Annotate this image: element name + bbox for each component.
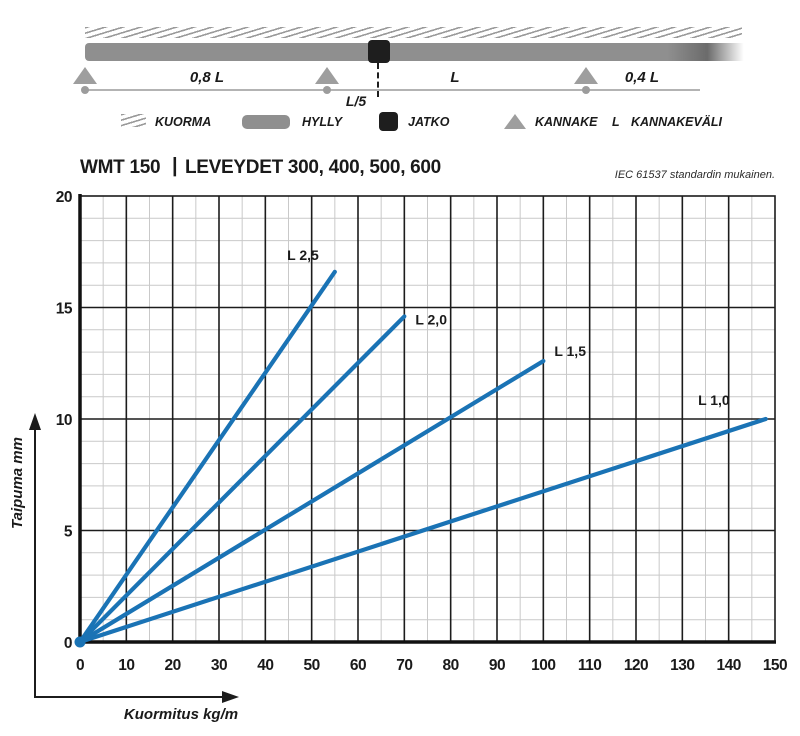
dimension-dot bbox=[81, 86, 89, 94]
series-label-l15: L 1,5 bbox=[554, 343, 586, 359]
series-label-l25: L 2,5 bbox=[287, 247, 319, 263]
widths-subtitle: LEVEYDET 300, 400, 500, 600 bbox=[185, 157, 441, 178]
joint-icon bbox=[379, 112, 398, 131]
svg-text:20: 20 bbox=[165, 657, 181, 674]
svg-text:150: 150 bbox=[763, 657, 787, 674]
svg-text:90: 90 bbox=[489, 657, 505, 674]
svg-text:10: 10 bbox=[118, 657, 134, 674]
diagram-legend: KUORMA HYLLY JATKO KANNAKE L KANNAKEVÄLI bbox=[0, 108, 800, 138]
support-span-diagram: 0,8 L L 0,4 L L/5 bbox=[0, 0, 800, 110]
svg-text:70: 70 bbox=[396, 657, 412, 674]
right-arrow-icon bbox=[222, 691, 239, 703]
svg-text:5: 5 bbox=[64, 524, 73, 541]
x-axis-title: Kuormitus kg/m bbox=[124, 706, 238, 723]
span-letter-icon: L bbox=[612, 115, 620, 129]
grid-major-lines bbox=[80, 196, 775, 642]
dimension-dot bbox=[582, 86, 590, 94]
joint-offset-dashed-line bbox=[377, 63, 379, 97]
svg-text:80: 80 bbox=[443, 657, 459, 674]
svg-text:140: 140 bbox=[716, 657, 740, 674]
support-triangle-icon bbox=[574, 67, 598, 84]
dimension-dot bbox=[323, 86, 331, 94]
svg-text:0: 0 bbox=[64, 635, 72, 652]
legend-label-kuorma: KUORMA bbox=[155, 115, 212, 129]
svg-text:130: 130 bbox=[670, 657, 694, 674]
load-hatch-icon bbox=[121, 114, 146, 127]
distributed-load-hatch bbox=[85, 27, 742, 38]
support-triangle-icon bbox=[73, 67, 97, 84]
axis-spines bbox=[78, 194, 776, 644]
svg-text:120: 120 bbox=[624, 657, 648, 674]
svg-text:100: 100 bbox=[531, 657, 555, 674]
dimension-line bbox=[85, 89, 700, 91]
axis-arrow-lines bbox=[34, 424, 228, 698]
shelf-icon bbox=[242, 115, 290, 129]
up-arrow-icon bbox=[29, 413, 41, 430]
span-label-3: 0,4 L bbox=[624, 69, 660, 86]
model-title: WMT 150 bbox=[80, 157, 161, 178]
svg-text:40: 40 bbox=[257, 657, 273, 674]
legend-label-kannake: KANNAKE bbox=[535, 115, 598, 129]
standard-note: IEC 61537 standardin mukainen. bbox=[614, 169, 775, 181]
svg-text:30: 30 bbox=[211, 657, 227, 674]
tray-beam bbox=[85, 43, 747, 61]
chart-header: WMT 150 | LEVEYDET 300, 400, 500, 600 IE… bbox=[0, 150, 800, 190]
legend-label-kannakevali: KANNAKEVÄLI bbox=[631, 115, 722, 129]
svg-text:50: 50 bbox=[304, 657, 320, 674]
svg-text:20: 20 bbox=[56, 189, 72, 206]
series-label-l20: L 2,0 bbox=[415, 311, 447, 327]
joint-offset-label: L/5 bbox=[345, 93, 367, 109]
title-separator: | bbox=[172, 155, 178, 177]
y-axis-title: Taipuma mm bbox=[9, 437, 26, 529]
joint-marker bbox=[368, 40, 390, 63]
span-label-2: L bbox=[450, 69, 460, 86]
legend-label-hylly: HYLLY bbox=[302, 115, 343, 129]
support-triangle-icon bbox=[315, 67, 339, 84]
svg-text:60: 60 bbox=[350, 657, 366, 674]
legend-label-jatko: JATKO bbox=[408, 115, 450, 129]
span-label-1: 0,8 L bbox=[189, 69, 225, 86]
svg-text:15: 15 bbox=[56, 301, 73, 318]
svg-text:110: 110 bbox=[578, 657, 602, 674]
svg-text:0: 0 bbox=[76, 657, 84, 674]
svg-text:10: 10 bbox=[56, 412, 72, 429]
series-label-l10: L 1,0 bbox=[698, 392, 730, 408]
axis-tick-labels: 0 10 20 30 40 50 60 70 80 90 100 110 120 130 140 150 0 5 1… bbox=[56, 189, 788, 674]
support-icon bbox=[504, 114, 526, 129]
series-lines bbox=[74, 269, 768, 648]
